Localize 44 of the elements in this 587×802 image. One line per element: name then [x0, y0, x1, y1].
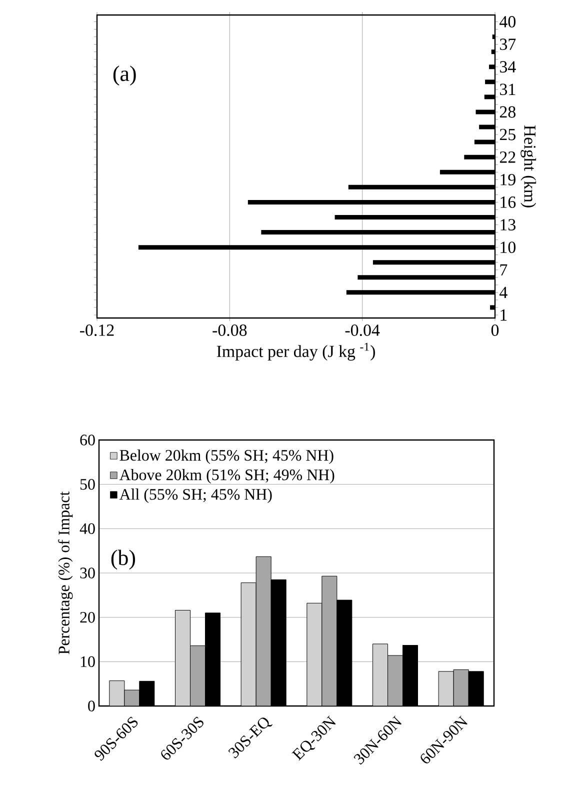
x-tick-label: -0.08	[212, 324, 247, 336]
y-tick-label: 16	[500, 196, 516, 208]
y-tick-label: 4	[500, 286, 508, 298]
y-tick-label: 19	[500, 174, 516, 186]
annotation: (a)	[113, 66, 136, 86]
bar	[240, 582, 256, 706]
bar	[175, 610, 190, 706]
legend-label: All (55% SH; 45% NH)	[119, 488, 272, 504]
legend-label: Above 20km (51% SH; 49% NH)	[119, 469, 334, 484]
bar	[190, 645, 206, 706]
y-tick-label: 50	[80, 478, 95, 490]
y-tick-label: 22	[500, 151, 516, 163]
bar	[438, 671, 454, 706]
bar	[306, 602, 322, 706]
y-tick-label: 31	[500, 84, 516, 96]
y-tick-label: 0	[88, 700, 95, 712]
bar	[372, 644, 388, 706]
y-axis-title: Percentage (%) of Impact	[58, 491, 73, 654]
y-tick-label: 10	[80, 656, 95, 668]
y-tick-label: 13	[500, 219, 516, 230]
y-tick-label: 28	[500, 106, 516, 118]
annotation: (b)	[111, 550, 136, 570]
y-tick-label: 34	[500, 61, 516, 73]
x-axis-title: Impact per day (J kg $^{-1}$)	[216, 342, 375, 361]
y-tick-label: 30	[80, 568, 95, 578]
x-tick-label: 0	[491, 324, 499, 336]
bar	[109, 680, 124, 706]
bar	[124, 690, 140, 706]
y-tick-label: 20	[80, 612, 95, 623]
y-tick-label: 7	[500, 264, 508, 276]
y-tick-label: 37	[500, 38, 516, 50]
y-axis-title: Height (km)	[520, 125, 536, 208]
x-tick-label: -0.04	[345, 324, 380, 336]
y-tick-label: 60	[80, 434, 95, 446]
y-tick-label: 40	[500, 16, 516, 28]
bar	[388, 655, 404, 706]
y-tick-label: 10	[500, 242, 516, 254]
bar	[322, 576, 338, 706]
legend-label: Below 20km (55% SH; 45% NH)	[120, 450, 334, 464]
y-tick-label: 1	[500, 309, 507, 321]
bar	[453, 669, 469, 706]
x-tick-label: -0.12	[80, 324, 114, 336]
y-tick-label: 40	[80, 523, 95, 534]
y-tick-label: 25	[500, 128, 516, 140]
